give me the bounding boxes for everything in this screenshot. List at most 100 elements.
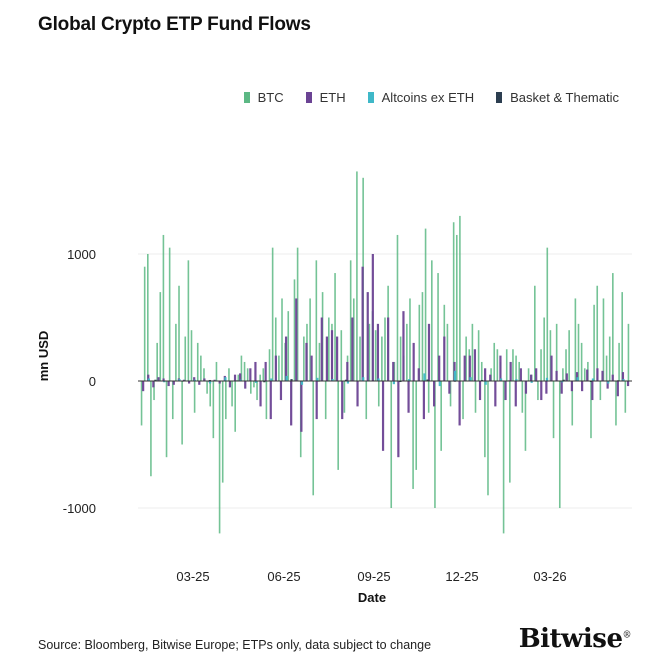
x-axis-ticks: 03-25 06-25 09-25 12-25 03-26 — [176, 569, 566, 584]
legend-swatch-altcoins — [367, 92, 374, 103]
bar-altcoins-ex-eth-16 — [392, 381, 395, 385]
bar-eth-28 — [284, 336, 288, 381]
bar-btc-30 — [234, 381, 236, 432]
bar-altcoins-ex-eth-22 — [484, 381, 487, 385]
bar-eth-1 — [147, 374, 150, 381]
bar-btc-135 — [562, 368, 564, 381]
bar-btc-25 — [218, 381, 221, 534]
bar-eth-77 — [535, 368, 538, 381]
bar-btc-94 — [434, 381, 436, 508]
legend-swatch-basket — [496, 92, 503, 103]
bar-eth-90 — [601, 370, 604, 381]
bar-btc-132 — [552, 381, 555, 439]
bar-eth-73 — [514, 381, 517, 407]
bar-eth-63 — [463, 355, 466, 381]
bar-eth-25 — [269, 381, 272, 420]
bar-eth-18 — [233, 374, 237, 381]
bar-altcoins-ex-eth-5 — [224, 377, 227, 381]
legend-swatch-eth — [305, 92, 312, 103]
bar-btc-22 — [209, 381, 212, 407]
bar-btc-145 — [593, 304, 595, 381]
bar-eth-81 — [555, 370, 558, 381]
bar-btc-75 — [374, 330, 377, 381]
bar-eth-0 — [142, 381, 145, 392]
bar-eth-93 — [616, 381, 619, 397]
bar-eth-17 — [228, 381, 232, 388]
bar-eth-83 — [565, 373, 568, 381]
bar-btc-1 — [143, 266, 146, 381]
bar-eth-34 — [315, 381, 318, 420]
bar-btc-85 — [406, 323, 408, 381]
bar-btc-62 — [334, 273, 336, 381]
legend: BTC ETH Altcoins ex ETH Basket & Themati… — [243, 90, 619, 105]
bar-btc-0 — [140, 381, 143, 426]
bar-altcoins-ex-eth-23 — [499, 378, 503, 381]
bar-btc-42 — [271, 247, 274, 381]
bar-btc-92 — [427, 381, 430, 413]
bar-altcoins-ex-eth-0 — [147, 378, 150, 381]
bar-btc-24 — [215, 361, 218, 381]
bar-btc-52 — [303, 336, 305, 381]
bar-eth-54 — [417, 368, 420, 381]
bar-altcoins-ex-eth-30 — [607, 381, 610, 384]
bar-eth-15 — [218, 381, 221, 384]
bar-btc-2 — [147, 254, 149, 381]
legend-label-basket: Basket & Thematic — [510, 90, 619, 105]
bar-btc-64 — [340, 330, 343, 381]
bar-btc-146 — [596, 285, 599, 381]
bar-altcoins-ex-eth-24 — [515, 379, 518, 381]
bar-btc-111 — [487, 381, 489, 496]
bar-altcoins-ex-eth-4 — [209, 381, 212, 384]
bar-btc-152 — [615, 381, 617, 426]
bar-eth-66 — [478, 381, 482, 401]
bar-eth-45 — [371, 254, 374, 381]
bar-altcoins-ex-eth-25 — [530, 381, 533, 383]
bar-eth-41 — [351, 317, 354, 381]
bar-basket-thematic-15 — [562, 379, 565, 381]
bar-btc-47 — [287, 311, 290, 381]
legend-label-eth: ETH — [319, 90, 346, 105]
x-tick-label-0: 03-25 — [176, 569, 209, 584]
bar-btc-98 — [446, 323, 449, 381]
bar-btc-23 — [212, 381, 215, 439]
bar-eth-10 — [193, 377, 196, 381]
bar-btc-77 — [381, 336, 383, 381]
bar-altcoins-ex-eth-3 — [193, 379, 196, 381]
bar-btc-107 — [474, 381, 477, 413]
bar-eth-95 — [626, 381, 630, 387]
bar-btc-76 — [377, 381, 380, 407]
bar-btc-123 — [524, 381, 527, 451]
bar-eth-35 — [320, 317, 323, 381]
bar-eth-52 — [407, 381, 410, 413]
bar-btc-54 — [309, 298, 311, 381]
bar-btc-137 — [568, 330, 570, 381]
bar-eth-82 — [560, 381, 563, 394]
bar-btc-95 — [437, 273, 439, 381]
bar-eth-14 — [213, 379, 216, 381]
bar-eth-42 — [356, 381, 359, 407]
bar-btc-44 — [278, 355, 280, 381]
bar-btc-142 — [583, 368, 586, 381]
bar-eth-39 — [341, 381, 344, 420]
bar-btc-91 — [424, 228, 427, 381]
bar-btc-110 — [484, 381, 486, 458]
bar-eth-29 — [290, 381, 293, 426]
source-note: Source: Bloomberg, Bitwise Europe; ETPs … — [38, 638, 432, 652]
bar-eth-55 — [422, 381, 425, 420]
legend-item-basket: Basket & Thematic — [496, 90, 619, 105]
bar-btc-14 — [184, 336, 187, 381]
bar-eth-11 — [198, 381, 201, 385]
bar-btc-78 — [384, 317, 386, 381]
bar-btc-119 — [512, 349, 514, 381]
bar-btc-120 — [515, 355, 517, 381]
bar-eth-53 — [412, 342, 415, 381]
bitwise-logo: Bitwise® — [518, 624, 632, 654]
x-axis-title: Date — [358, 590, 386, 605]
bar-eth-24 — [264, 361, 267, 381]
bar-altcoins-ex-eth-14 — [362, 377, 365, 381]
bar-eth-32 — [305, 342, 308, 381]
logo-text: Bitwise — [518, 624, 623, 654]
legend-item-btc: BTC — [243, 90, 284, 105]
bar-btc-18 — [196, 342, 199, 381]
